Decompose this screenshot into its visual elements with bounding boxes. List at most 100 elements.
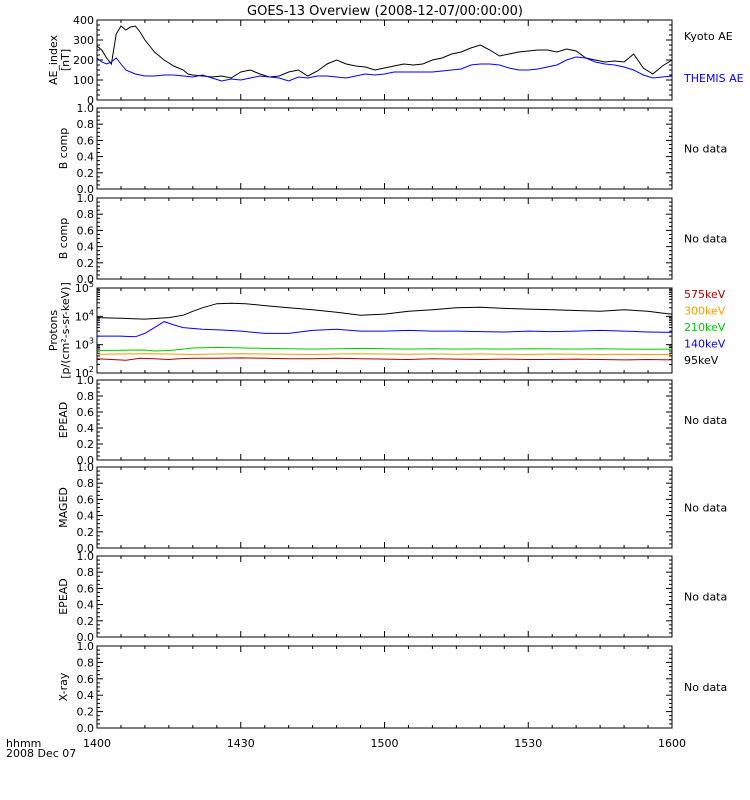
series-line-140kev	[97, 321, 673, 338]
panel-b_comp_1: 0.0 0.2 0.4 0.6 0.8 1.0 B comp No data	[57, 102, 727, 196]
y-axis-label: Protons	[47, 310, 60, 351]
y-tick-label: 0.8	[77, 656, 95, 669]
y-tick-label: 0.4	[77, 151, 95, 164]
panel-xray: 0.0 0.2 0.4 0.6 0.8 1.0 X-ray No data	[57, 640, 727, 735]
y-tick-label: 1.0	[77, 640, 95, 653]
legend-entry: THEMIS AE	[683, 72, 744, 85]
y-tick-label: 103	[75, 337, 94, 352]
y-axis-label: AE_index	[47, 34, 60, 85]
y-tick-label: 0.0	[77, 183, 95, 196]
legend-entry: 575keV	[684, 288, 726, 301]
y-tick-label: 0.2	[77, 257, 95, 270]
y-tick-label: 0.0	[77, 542, 95, 555]
y-tick-label: 0.4	[77, 422, 95, 435]
panel-frame	[96, 107, 673, 190]
y-tick-label: 0.0	[77, 631, 95, 644]
panel-frame	[96, 379, 673, 461]
series-line-210kev	[96, 346, 673, 352]
y-tick-label: 0.8	[77, 118, 95, 131]
series-line-95kev	[96, 302, 673, 320]
legend-entry: 140keV	[684, 338, 726, 351]
y-tick-label: 0.8	[77, 390, 95, 403]
series-line-575kev	[96, 357, 673, 361]
panel-ae: 0 100 200 300 400 AE_index [nT] Kyoto AE THEMIS …	[47, 14, 744, 107]
panel-frame	[96, 19, 673, 101]
y-tick-label: 1.0	[77, 461, 95, 474]
panel-frame	[96, 555, 673, 638]
panel-epead_1: 0.0 0.2 0.4 0.6 0.8 1.0 EPEAD No data	[57, 374, 727, 467]
no-data-label: No data	[684, 502, 727, 515]
y-axis-label: X-ray	[57, 672, 70, 701]
y-tick-label: 0.6	[77, 134, 95, 147]
panel-frame	[96, 645, 673, 729]
y-tick-label: 0.2	[77, 167, 95, 180]
panel-frame	[96, 466, 673, 549]
y-tick-label: 0.6	[77, 224, 95, 237]
y-axis-label: EPEAD	[57, 402, 70, 439]
y-tick-label: 400	[73, 14, 94, 27]
y-tick-label: 0.6	[77, 406, 95, 419]
legend-entry: 210keV	[684, 321, 726, 334]
y-axis-label: [nT]	[59, 49, 72, 71]
panel-maged: 0.0 0.2 0.4 0.6 0.8 1.0 MAGED No data	[57, 461, 727, 555]
no-data-label: No data	[684, 414, 727, 427]
series-line-kyoto-ae	[96, 25, 673, 79]
y-tick-label: 0.2	[77, 706, 95, 719]
y-tick-label: 200	[73, 54, 94, 67]
y-tick-label: 0.8	[77, 566, 95, 579]
x-tick-label: 1530	[514, 737, 542, 750]
legend-entry: Kyoto AE	[684, 30, 733, 43]
y-tick-label: 105	[75, 280, 94, 295]
x-tick-label: 1500	[371, 737, 399, 750]
y-axis-label: MAGED	[57, 487, 70, 528]
y-tick-label: 1.0	[77, 192, 95, 205]
panel-b_comp_2: 0.0 0.2 0.4 0.6 0.8 1.0 B comp No data	[57, 192, 727, 286]
legend-entry: 95keV	[684, 354, 719, 367]
y-tick-label: 104	[75, 308, 94, 323]
y-tick-label: 1.0	[77, 374, 95, 387]
legend-entry: 300keV	[684, 305, 726, 318]
y-tick-label: 0	[87, 94, 94, 107]
panels: 0 100 200 300 400 AE_index [nT] Kyoto AE THEMIS …	[47, 14, 744, 735]
panel-epead_2: 0.0 0.2 0.4 0.6 0.8 1.0 EPEAD No data	[57, 550, 727, 644]
y-axis-label: B comp	[57, 128, 70, 170]
x-tick-label: 1600	[658, 737, 686, 750]
y-tick-label: 1.0	[77, 550, 95, 563]
no-data-label: No data	[684, 233, 727, 246]
y-tick-label: 0.0	[77, 722, 95, 735]
y-tick-label: 0.0	[77, 454, 95, 467]
y-tick-label: 1.0	[77, 102, 95, 115]
chart-title: GOES-13 Overview (2008-12-07/00:00:00)	[247, 4, 523, 19]
y-tick-label: 0.6	[77, 673, 95, 686]
y-tick-label: 0.2	[77, 526, 95, 539]
y-tick-label: 100	[73, 74, 94, 87]
y-tick-label: 0.4	[77, 599, 95, 612]
series-line-300kev	[96, 353, 672, 356]
x-axis-date-label: 2008 Dec 07	[6, 747, 76, 760]
y-tick-label: 300	[73, 34, 94, 47]
x-axis-unit-label: hhmm	[6, 737, 41, 750]
y-tick-label: 0.2	[77, 615, 95, 628]
x-tick-label: 1400	[83, 737, 111, 750]
y-tick-label: 0.6	[77, 582, 95, 595]
y-tick-label: 0.2	[77, 438, 95, 451]
no-data-label: No data	[684, 143, 727, 156]
y-tick-label: 0.4	[77, 689, 95, 702]
series-line-themis-ae	[96, 56, 673, 82]
y-tick-label: 0.4	[77, 510, 95, 523]
no-data-label: No data	[684, 591, 727, 604]
panel-frame	[96, 197, 673, 280]
y-tick-label: 0.8	[77, 208, 95, 221]
y-tick-label: 0.4	[77, 241, 95, 254]
y-tick-label: 0.6	[77, 493, 95, 506]
y-axis-label: EPEAD	[57, 578, 70, 615]
no-data-label: No data	[684, 681, 727, 694]
y-tick-label: 0.0	[77, 273, 95, 286]
y-axis-label: [p/(cm²-s-sr-keV)]	[59, 282, 72, 379]
x-tick-label: 1430	[227, 737, 255, 750]
y-tick-label: 0.8	[77, 477, 95, 490]
y-axis-label: B comp	[57, 218, 70, 260]
